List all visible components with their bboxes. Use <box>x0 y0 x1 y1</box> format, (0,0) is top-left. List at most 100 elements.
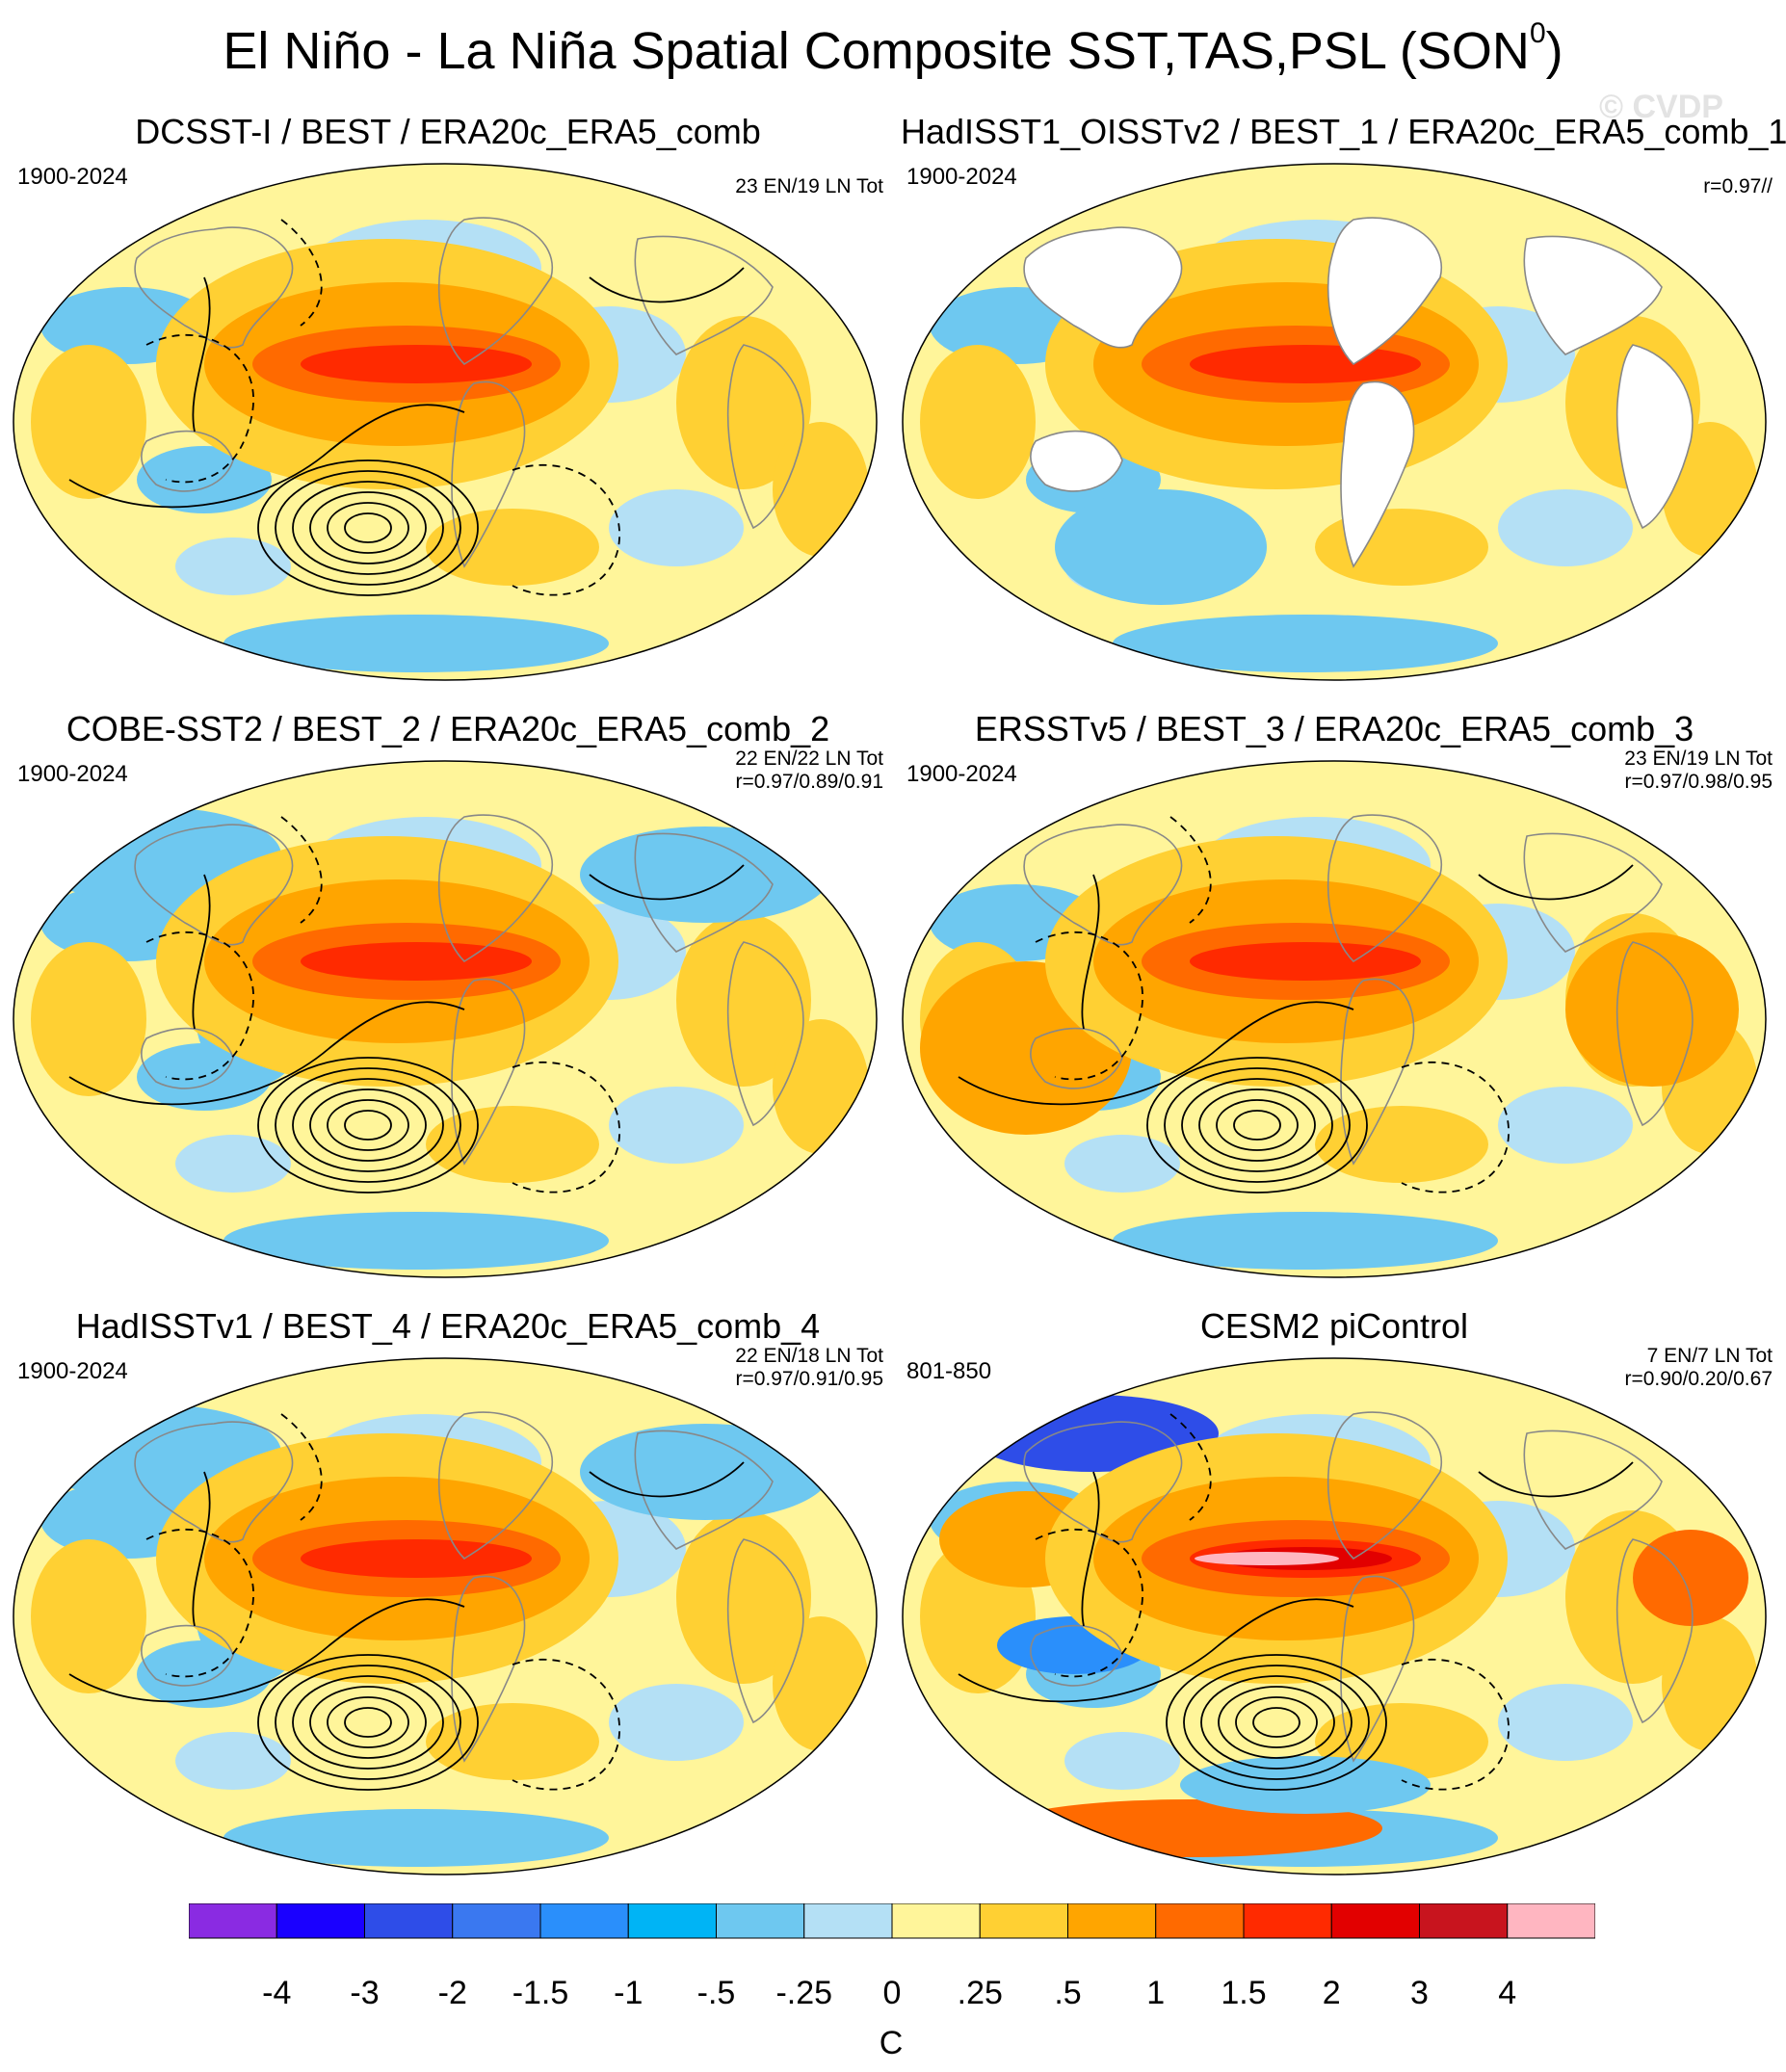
continent-outline <box>451 978 526 1166</box>
psl-contour-low <box>309 491 427 564</box>
anomaly-region <box>1565 932 1739 1087</box>
panel-period: 1900-2024 <box>17 1358 128 1384</box>
anomaly-region <box>1498 1684 1633 1761</box>
psl-contour-low <box>1146 1057 1368 1193</box>
psl-contour-positive <box>1081 1471 1100 1627</box>
robinson-map <box>13 163 878 681</box>
continent-outline <box>451 380 526 568</box>
colorbar-tick-label: -1.5 <box>512 1975 569 2011</box>
colorbar-swatch <box>1243 1902 1332 1939</box>
colorbar <box>188 1902 1596 1947</box>
colorbar-swatch <box>979 1902 1068 1939</box>
figure-title-text: El Niño - La Niña Spatial Composite SST,… <box>223 22 1530 80</box>
continent-outline <box>437 217 554 366</box>
psl-contour-low <box>257 1057 479 1193</box>
psl-contour-low <box>1233 1110 1281 1141</box>
colorbar-swatch <box>539 1902 629 1939</box>
anomaly-region <box>1633 1530 1748 1626</box>
continent-outline <box>1023 824 1183 946</box>
continent-outline <box>1326 814 1443 963</box>
colorbar-swatch <box>803 1902 893 1939</box>
panel-pattern-correlation: r=0.97// <box>1703 175 1773 197</box>
colorbar-tick-label: 1 <box>1146 1975 1166 2011</box>
psl-contour-low <box>275 1665 461 1780</box>
figure-title-superscript: 0 <box>1529 17 1546 49</box>
anomaly-region <box>1662 1616 1758 1751</box>
colorbar-swatch <box>1419 1902 1509 1939</box>
anomaly-region <box>609 1087 744 1164</box>
psl-contour-low <box>257 459 479 596</box>
psl-contour-low <box>1198 1088 1316 1162</box>
psl-contour-negative <box>145 931 254 1081</box>
continent-outline <box>1615 941 1694 1127</box>
figure-title-close: ) <box>1545 22 1563 80</box>
colorbar-swatch <box>1507 1902 1596 1939</box>
psl-contour-low <box>275 470 461 586</box>
continent-outline <box>134 824 294 946</box>
psl-contour-low <box>292 481 444 575</box>
psl-contour-positive <box>589 864 745 901</box>
colorbar-swatch <box>1155 1902 1245 1939</box>
anomaly-region <box>31 942 146 1096</box>
panel-event-counts: 23 EN/19 LN Tot <box>735 175 883 197</box>
cvdp-watermark: © CVDP <box>1599 89 1723 125</box>
psl-contour-low <box>344 1110 392 1141</box>
continent-outline <box>1340 978 1415 1166</box>
continent-outline <box>134 1421 294 1543</box>
colorbar-units: C <box>879 2025 904 2061</box>
colorbar-tick-label: -1 <box>614 1975 643 2011</box>
psl-contour-low <box>1183 1665 1370 1780</box>
continent-outline <box>141 430 234 492</box>
anomaly-region <box>1064 1135 1180 1193</box>
colorbar-swatch <box>452 1902 541 1939</box>
robinson-map <box>13 1357 878 1875</box>
colorbar-swatch <box>1067 1902 1157 1939</box>
panel-period: 1900-2024 <box>906 164 1017 190</box>
colorbar-tick-label: -4 <box>262 1975 292 2011</box>
psl-contour-negative <box>280 219 323 327</box>
map-border <box>13 163 878 681</box>
continent-outline <box>1340 380 1415 568</box>
anomaly-region <box>426 1106 599 1183</box>
panel-title: COBE-SST2 / BEST_2 / ERA20c_ERA5_comb_2 <box>66 709 830 748</box>
continent-outline <box>134 226 294 349</box>
continent-outline <box>437 814 554 963</box>
continent-outline <box>1030 430 1123 492</box>
anomaly-region <box>1315 509 1488 586</box>
colorbar-swatch <box>188 1902 277 1939</box>
psl-contour-low <box>292 1675 444 1770</box>
colorbar-swatch <box>364 1902 454 1939</box>
anomaly-region <box>580 1424 830 1520</box>
continent-outline <box>634 1429 774 1550</box>
robinson-map <box>902 760 1767 1278</box>
psl-contour-negative <box>1401 1658 1510 1791</box>
psl-contour-positive <box>192 874 211 1030</box>
anomaly-region <box>580 826 830 923</box>
anomaly-region <box>773 422 869 557</box>
panel-event-counts: 22 EN/22 LN Tot <box>735 747 883 770</box>
psl-contour-positive <box>589 267 745 303</box>
anomaly-region <box>175 538 291 595</box>
panel-period: 1900-2024 <box>17 164 128 190</box>
continent-outline <box>141 1027 234 1089</box>
anomaly-region <box>773 1019 869 1154</box>
psl-contour-negative <box>145 1529 254 1678</box>
enso-warm-tongue <box>301 1539 532 1578</box>
psl-contour-low <box>1216 1099 1299 1151</box>
anomaly-region <box>609 1684 744 1761</box>
psl-contour-positive <box>68 1598 465 1703</box>
colorbar-tick-label: .25 <box>957 1975 1003 2011</box>
psl-contour-positive <box>192 276 211 433</box>
colorbar-swatch <box>716 1902 805 1939</box>
panel-title: CESM2 piControl <box>1199 1306 1469 1346</box>
anomaly-region <box>1498 489 1633 566</box>
map-border <box>902 163 1767 681</box>
psl-contour-positive <box>1081 874 1100 1030</box>
anomaly-region <box>31 1539 146 1693</box>
anomaly-region <box>175 1732 291 1790</box>
continent-outline <box>141 1624 234 1687</box>
figure-title: El Niño - La Niña Spatial Composite SST,… <box>0 17 1786 81</box>
anomaly-region <box>1315 1106 1488 1183</box>
psl-contour-low <box>1181 1078 1333 1172</box>
psl-contour-negative <box>1035 1529 1143 1678</box>
